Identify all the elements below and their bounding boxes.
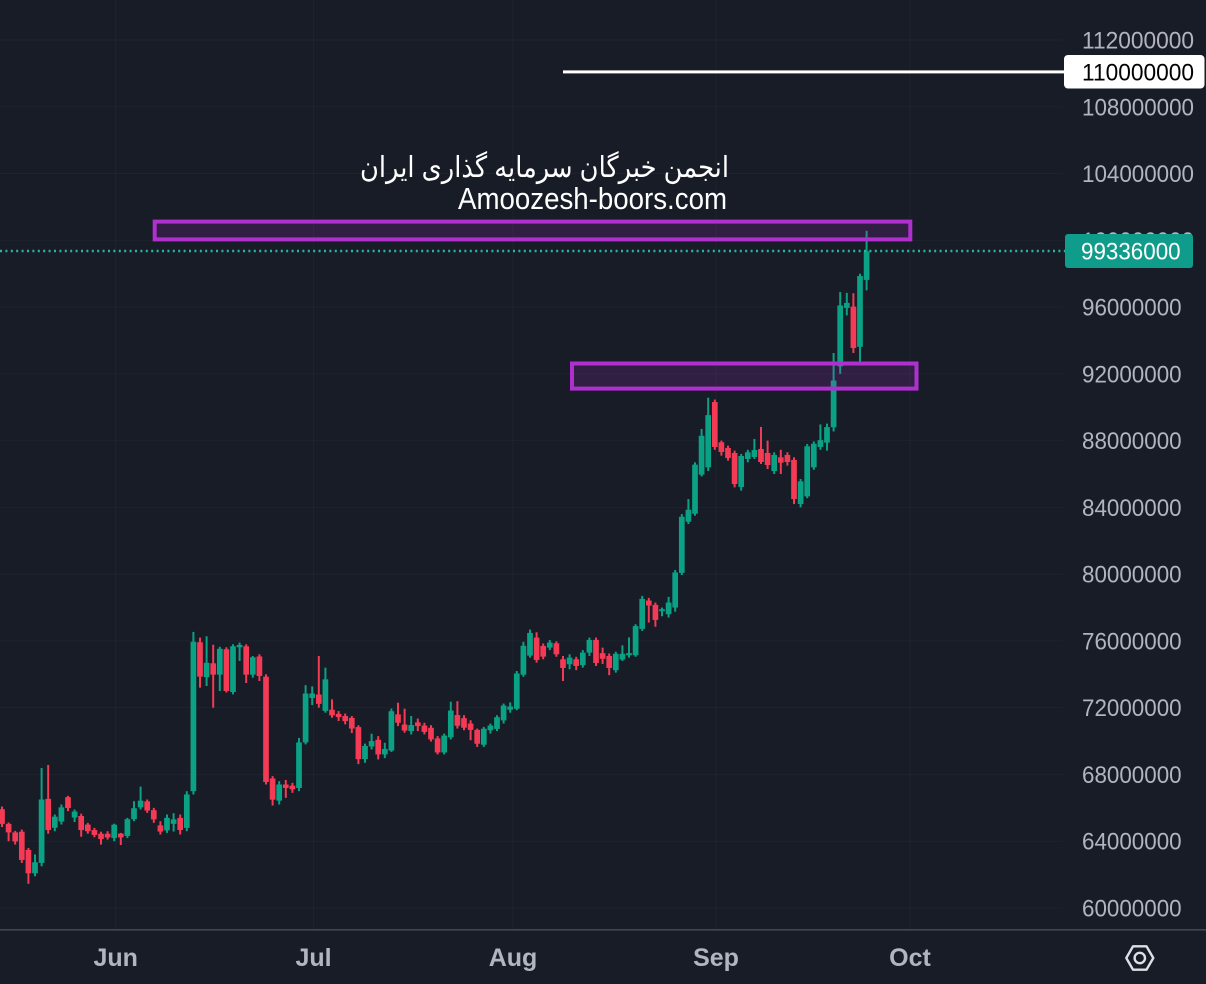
svg-text:68000000: 68000000: [1082, 762, 1182, 789]
svg-text:80000000: 80000000: [1082, 562, 1182, 589]
svg-text:60000000: 60000000: [1082, 896, 1182, 923]
svg-text:108000000: 108000000: [1082, 94, 1194, 121]
svg-text:112000000: 112000000: [1082, 28, 1194, 55]
svg-text:84000000: 84000000: [1082, 495, 1182, 522]
svg-text:104000000: 104000000: [1082, 161, 1194, 188]
svg-text:110000000: 110000000: [1082, 59, 1194, 86]
svg-text:99336000: 99336000: [1081, 239, 1181, 266]
svg-text:Amoozesh-boors.com: Amoozesh-boors.com: [458, 181, 727, 216]
svg-text:Sep: Sep: [693, 944, 739, 972]
svg-text:96000000: 96000000: [1082, 295, 1182, 322]
svg-text:Jun: Jun: [93, 944, 137, 972]
svg-text:88000000: 88000000: [1082, 428, 1182, 455]
svg-text:Oct: Oct: [889, 944, 931, 972]
svg-text:92000000: 92000000: [1082, 361, 1182, 388]
svg-text:72000000: 72000000: [1082, 695, 1182, 722]
svg-text:Aug: Aug: [489, 944, 538, 972]
svg-text:انجمن خبرگان سرمایه گذاری ایرا: انجمن خبرگان سرمایه گذاری ایران: [360, 151, 729, 185]
svg-text:64000000: 64000000: [1082, 829, 1182, 856]
svg-text:76000000: 76000000: [1082, 628, 1182, 655]
svg-text:Jul: Jul: [295, 944, 331, 972]
